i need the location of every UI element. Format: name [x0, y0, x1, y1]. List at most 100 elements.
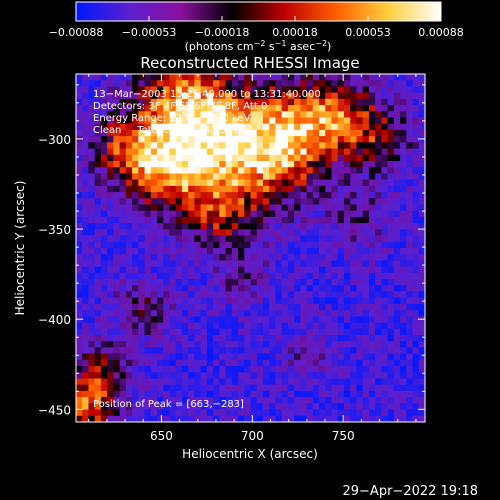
heatmap-cell — [119, 105, 127, 112]
heatmap-cell — [312, 74, 320, 81]
heatmap-cell — [400, 185, 407, 193]
heatmap-cell — [294, 353, 301, 361]
heatmap-cell — [375, 272, 382, 280]
heatmap-cell — [200, 179, 208, 187]
heatmap-cell — [412, 210, 420, 218]
heatmap-cell — [169, 335, 177, 342]
heatmap-cell — [256, 335, 264, 342]
heatmap-cell — [200, 397, 208, 404]
heatmap-cell — [125, 185, 133, 193]
heatmap-cell — [138, 279, 146, 286]
heatmap-cell — [76, 366, 83, 373]
heatmap-cell — [306, 347, 314, 355]
heatmap-cell — [300, 123, 308, 131]
heatmap-cell — [169, 179, 177, 187]
heatmap-cell — [88, 167, 96, 175]
heatmap-cell — [350, 272, 358, 280]
heatmap-cell — [400, 372, 407, 380]
x-axis-label: Heliocentric X (arcsec) — [182, 447, 318, 461]
heatmap-cell — [157, 111, 164, 119]
heatmap-cell — [144, 210, 152, 218]
heatmap-cell — [238, 129, 245, 137]
heatmap-cell — [206, 285, 214, 293]
heatmap-cell — [132, 216, 139, 224]
heatmap-cell — [393, 123, 401, 131]
heatmap-cell — [300, 372, 308, 380]
heatmap-cell — [393, 204, 401, 212]
heatmap-cell — [294, 372, 301, 380]
heatmap-cell — [113, 272, 121, 280]
heatmap-cell — [269, 80, 277, 88]
heatmap-cell — [194, 285, 202, 293]
heatmap-cell — [100, 266, 108, 274]
heatmap-cell — [343, 161, 351, 168]
heatmap-cell — [238, 279, 245, 286]
heatmap-cell — [337, 185, 345, 193]
heatmap-cell — [181, 223, 189, 230]
heatmap-cell — [281, 123, 289, 131]
heatmap-cell — [244, 204, 252, 212]
heatmap-cell — [132, 359, 139, 367]
heatmap-cell — [356, 74, 364, 81]
heatmap-cell — [132, 409, 139, 417]
heatmap-cell — [88, 98, 96, 106]
heatmap-cell — [343, 328, 351, 336]
heatmap-cell — [294, 123, 301, 131]
heatmap-cell — [231, 74, 239, 81]
heatmap-cell — [250, 260, 258, 268]
heatmap-cell — [319, 74, 326, 81]
heatmap-cell — [200, 74, 208, 81]
heatmap-cell — [281, 185, 289, 193]
heatmap-cell — [132, 92, 139, 100]
heatmap-cell — [119, 291, 127, 299]
heatmap-cell — [175, 210, 183, 218]
heatmap-cell — [88, 409, 96, 417]
heatmap-cell — [200, 254, 208, 262]
heatmap-cell — [300, 210, 308, 218]
heatmap-cell — [113, 148, 121, 156]
heatmap-cell — [350, 204, 358, 212]
heatmap-cell — [94, 142, 102, 150]
heatmap-cell — [200, 266, 208, 274]
heatmap-cell — [406, 129, 414, 137]
heatmap-cell — [325, 359, 333, 367]
heatmap-cell — [163, 105, 171, 112]
heatmap-cell — [400, 254, 407, 262]
heatmap-cell — [269, 366, 277, 373]
heatmap-cell — [238, 142, 245, 150]
heatmap-cell — [188, 235, 196, 243]
heatmap-cell — [406, 415, 414, 422]
heatmap-cell — [132, 111, 139, 119]
heatmap-cell — [387, 353, 395, 361]
heatmap-cell — [219, 254, 227, 262]
heatmap-cell — [188, 154, 196, 162]
heatmap-cell — [325, 167, 333, 175]
heatmap-cell — [219, 415, 227, 422]
heatmap-cell — [356, 359, 364, 367]
heatmap-cell — [119, 185, 127, 193]
heatmap-cell — [194, 272, 202, 280]
heatmap-cell — [368, 291, 376, 299]
heatmap-cell — [337, 415, 345, 422]
heatmap-cell — [418, 291, 425, 299]
heatmap-cell — [150, 279, 158, 286]
heatmap-cell — [200, 341, 208, 349]
heatmap-cell — [113, 341, 121, 349]
heatmap-cell — [306, 74, 314, 81]
heatmap-cell — [188, 173, 196, 181]
heatmap-cell — [244, 167, 252, 175]
heatmap-cell — [356, 167, 364, 175]
heatmap-cell — [175, 353, 183, 361]
heatmap-cell — [381, 216, 389, 224]
heatmap-cell — [343, 105, 351, 112]
heatmap-cell — [225, 335, 233, 342]
heatmap-cell — [269, 74, 277, 81]
heatmap-cell — [144, 303, 152, 311]
heatmap-cell — [181, 148, 189, 156]
heatmap-cell — [319, 154, 326, 162]
heatmap-cell — [163, 397, 171, 404]
heatmap-cell — [368, 105, 376, 112]
heatmap-cell — [294, 241, 301, 249]
heatmap-cell — [412, 192, 420, 199]
heatmap-cell — [181, 92, 189, 100]
